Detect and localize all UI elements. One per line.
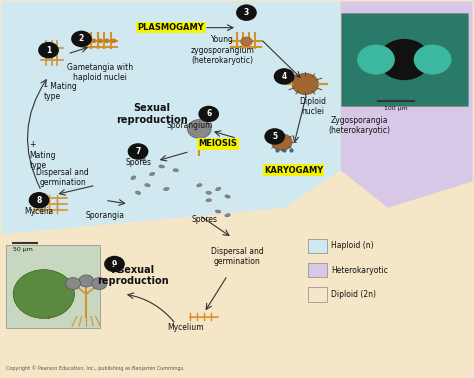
Text: 100 μm: 100 μm <box>384 106 408 111</box>
Text: 1: 1 <box>46 46 51 55</box>
Polygon shape <box>1 2 341 234</box>
Text: Sporangia: Sporangia <box>86 211 125 220</box>
Ellipse shape <box>145 184 150 187</box>
Text: – Mating
type: – Mating type <box>44 82 76 101</box>
Circle shape <box>92 277 107 290</box>
Circle shape <box>71 31 92 47</box>
Circle shape <box>272 134 292 150</box>
Ellipse shape <box>159 165 164 168</box>
Circle shape <box>241 37 252 46</box>
Text: Dispersal and
germination: Dispersal and germination <box>36 168 89 187</box>
Circle shape <box>264 128 285 145</box>
Text: KARYOGAMY: KARYOGAMY <box>264 166 323 175</box>
Ellipse shape <box>173 169 179 172</box>
Circle shape <box>13 270 74 318</box>
Circle shape <box>128 143 148 160</box>
Circle shape <box>188 119 211 138</box>
Text: Zygosporangia
(heterokaryotic): Zygosporangia (heterokaryotic) <box>328 116 391 135</box>
Text: PLASMOGAMY: PLASMOGAMY <box>137 23 204 32</box>
Text: 7: 7 <box>136 147 141 156</box>
Text: Diploid
nuclei: Diploid nuclei <box>299 97 326 116</box>
Bar <box>308 239 327 253</box>
Circle shape <box>236 5 257 21</box>
Circle shape <box>357 45 395 74</box>
Text: 50 μm: 50 μm <box>13 247 33 252</box>
Ellipse shape <box>150 172 155 176</box>
Text: 2: 2 <box>79 34 84 43</box>
Text: 5: 5 <box>272 132 277 141</box>
Circle shape <box>111 39 117 43</box>
Text: 8: 8 <box>36 196 42 205</box>
Ellipse shape <box>225 195 230 198</box>
Ellipse shape <box>131 176 136 180</box>
Text: 6: 6 <box>206 110 211 118</box>
Circle shape <box>104 39 110 43</box>
Text: 9: 9 <box>112 260 117 268</box>
Text: MEIOSIS: MEIOSIS <box>199 139 237 149</box>
Bar <box>341 12 468 107</box>
Ellipse shape <box>206 191 211 194</box>
Text: Mycelia: Mycelia <box>25 207 54 216</box>
Circle shape <box>414 45 451 74</box>
Text: Copyright © Pearson Education, Inc., publishing as Benjamin Cummings.: Copyright © Pearson Education, Inc., pub… <box>6 366 185 371</box>
Circle shape <box>292 73 319 94</box>
Bar <box>6 245 100 328</box>
Text: Spores: Spores <box>125 158 151 167</box>
Text: Sexual
reproduction: Sexual reproduction <box>117 103 188 125</box>
Text: +
Mating
type: + Mating type <box>30 140 56 170</box>
Text: Mycelium: Mycelium <box>167 323 203 332</box>
Polygon shape <box>341 2 473 208</box>
Text: Young
zygosporangium
(heterokaryotic): Young zygosporangium (heterokaryotic) <box>191 35 255 65</box>
Text: Haploid (n): Haploid (n) <box>331 241 374 250</box>
Ellipse shape <box>136 191 141 194</box>
Text: Asexual
reproduction: Asexual reproduction <box>98 265 169 286</box>
Text: Sporangium: Sporangium <box>167 121 213 130</box>
Text: Dispersal and
germination: Dispersal and germination <box>210 247 264 266</box>
Text: Gametangia with
haploid nuclei: Gametangia with haploid nuclei <box>67 63 133 82</box>
Circle shape <box>91 39 97 43</box>
Ellipse shape <box>206 199 211 202</box>
Text: Spores: Spores <box>191 215 217 223</box>
Text: 3: 3 <box>244 8 249 17</box>
Ellipse shape <box>216 187 221 191</box>
Circle shape <box>104 256 125 272</box>
Circle shape <box>79 275 94 287</box>
Circle shape <box>38 42 59 59</box>
Ellipse shape <box>215 210 221 213</box>
Circle shape <box>98 39 103 43</box>
Bar <box>308 263 327 277</box>
Ellipse shape <box>197 184 202 187</box>
Text: Diploid (2n): Diploid (2n) <box>331 290 376 299</box>
Ellipse shape <box>225 214 230 217</box>
Text: 4: 4 <box>282 72 287 81</box>
Text: Heterokaryotic: Heterokaryotic <box>331 266 388 274</box>
Ellipse shape <box>140 157 146 161</box>
Circle shape <box>65 277 81 290</box>
Ellipse shape <box>164 187 169 191</box>
Circle shape <box>274 68 294 85</box>
Circle shape <box>378 39 430 80</box>
Circle shape <box>198 106 219 122</box>
Circle shape <box>29 192 49 209</box>
Bar <box>308 287 327 302</box>
